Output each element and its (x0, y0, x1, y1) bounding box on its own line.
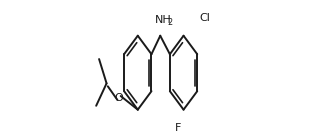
Text: 2: 2 (168, 18, 173, 27)
Text: O: O (115, 93, 123, 103)
Text: NH: NH (155, 15, 171, 25)
Text: Cl: Cl (199, 13, 210, 23)
Text: F: F (175, 123, 181, 133)
